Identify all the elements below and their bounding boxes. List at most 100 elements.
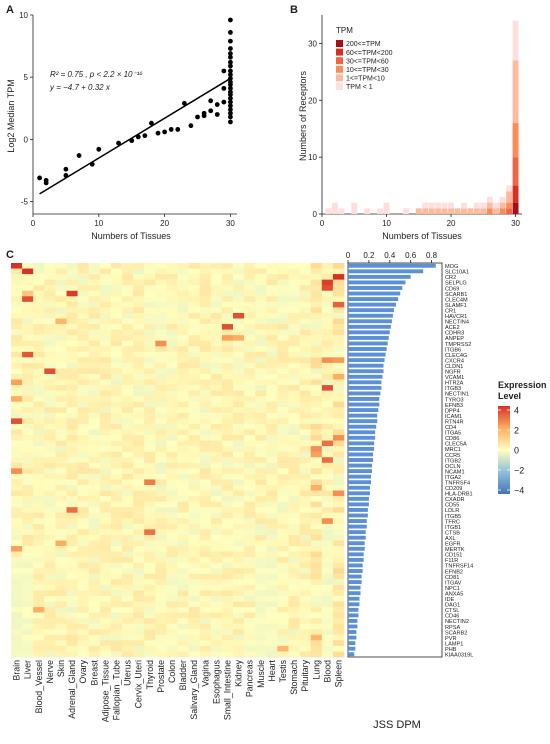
heatmap-cell — [233, 263, 245, 269]
heatmap-column-label: Cervix_Uteri — [134, 660, 144, 708]
heatmap-cell — [133, 407, 145, 414]
heatmap-cell — [77, 551, 89, 558]
heatmap-cell — [166, 601, 178, 608]
heatmap-cell — [22, 301, 34, 308]
heatmap-cell — [233, 312, 245, 319]
heatmap-row-label: ITGAV — [445, 580, 462, 586]
heatmap-cell — [144, 457, 156, 464]
heatmap-cell — [77, 340, 89, 347]
heatmap-cell — [77, 285, 89, 292]
panel-a-point — [228, 85, 233, 91]
heatmap-cell — [288, 423, 300, 430]
heatmap-row-label: CTSB — [445, 530, 460, 536]
jss-bar — [348, 347, 387, 351]
heatmap-cell — [99, 335, 112, 341]
heatmap-cell — [144, 496, 156, 502]
heatmap-cell — [188, 290, 200, 297]
heatmap-cell — [110, 340, 123, 347]
panel-b-bar-segment — [351, 202, 358, 214]
heatmap-cell — [66, 451, 78, 458]
heatmap-cell — [310, 601, 323, 608]
heatmap-cell — [332, 379, 345, 386]
heatmap-cell — [266, 285, 278, 292]
heatmap-cell — [321, 368, 334, 375]
heatmap-cell — [55, 335, 67, 341]
heatmap-cell — [310, 462, 323, 469]
jss-x-tick-label: 0.4 — [384, 251, 396, 260]
heatmap-cell — [332, 540, 345, 547]
heatmap-cell — [99, 473, 112, 480]
heatmap-cell — [210, 501, 223, 508]
heatmap-cell — [99, 268, 112, 275]
heatmap-cell — [233, 307, 245, 314]
heatmap-cell — [321, 340, 334, 347]
heatmap-cell — [133, 296, 145, 303]
heatmap-cell — [221, 573, 234, 580]
heatmap-cell — [321, 512, 334, 519]
heatmap-cell — [332, 473, 345, 480]
heatmap-cell — [177, 268, 189, 275]
heatmap-cell — [22, 562, 34, 569]
heatmap-cell — [55, 274, 67, 280]
heatmap-cell — [177, 618, 189, 625]
heatmap-cell — [188, 451, 200, 458]
heatmap-cell — [55, 562, 67, 569]
heatmap-row-label: SELPLG — [445, 281, 467, 287]
heatmap-cell — [122, 623, 134, 630]
heatmap-cell — [266, 651, 278, 658]
heatmap-cell — [44, 396, 56, 403]
heatmap-cell — [55, 440, 67, 447]
heatmap-cell — [11, 518, 23, 525]
heatmap-row-label: CR2 — [445, 275, 456, 281]
panel-a-point — [208, 108, 214, 114]
heatmap-cell — [22, 557, 34, 563]
heatmap-cell — [155, 484, 167, 491]
heatmap-cell — [210, 307, 223, 314]
panel-a-point — [228, 51, 233, 56]
heatmap-cell — [44, 307, 56, 314]
heatmap-cell — [199, 301, 212, 308]
heatmap-cell — [11, 423, 23, 430]
heatmap-cell — [266, 268, 278, 275]
heatmap-cell — [199, 324, 212, 330]
heatmap-cell — [77, 290, 89, 297]
heatmap-cell — [66, 390, 78, 397]
heatmap-cell — [33, 601, 45, 608]
heatmap-cell — [22, 551, 34, 558]
heatmap-cell — [110, 618, 123, 625]
panel-a-point — [228, 107, 233, 112]
heatmap-cell — [321, 390, 334, 397]
heatmap-cell — [332, 562, 345, 569]
heatmap-row-label: NCAM1 — [445, 469, 465, 475]
heatmap-cell — [44, 423, 56, 430]
heatmap-cell — [144, 579, 156, 586]
heatmap-cell — [321, 523, 334, 530]
heatmap-cell — [266, 412, 278, 419]
heatmap-cell — [188, 557, 200, 563]
heatmap-cell — [99, 479, 112, 486]
heatmap-cell — [122, 401, 134, 408]
heatmap-cell — [144, 290, 156, 297]
heatmap-cell — [88, 651, 101, 658]
heatmap-cell — [210, 312, 223, 319]
jss-x-tick-label: 0.8 — [426, 251, 438, 260]
heatmap-cell — [244, 407, 256, 414]
heatmap-cell — [177, 518, 189, 525]
heatmap-cell — [11, 490, 23, 497]
heatmap-cell — [110, 651, 123, 658]
heatmap-cell — [122, 584, 134, 591]
jss-bar — [348, 352, 386, 357]
heatmap-cell — [77, 540, 89, 547]
heatmap-cell — [66, 579, 78, 586]
heatmap-cell — [177, 651, 189, 658]
heatmap-cell — [55, 451, 67, 458]
heatmap-cell — [88, 501, 101, 508]
heatmap-cell — [177, 396, 189, 403]
heatmap-cell — [288, 301, 300, 308]
heatmap-cell — [144, 590, 156, 597]
heatmap-cell — [155, 407, 167, 414]
heatmap-cell — [110, 612, 123, 619]
heatmap-cell — [288, 507, 300, 514]
heatmap-cell — [11, 301, 23, 308]
heatmap-cell — [299, 340, 311, 347]
